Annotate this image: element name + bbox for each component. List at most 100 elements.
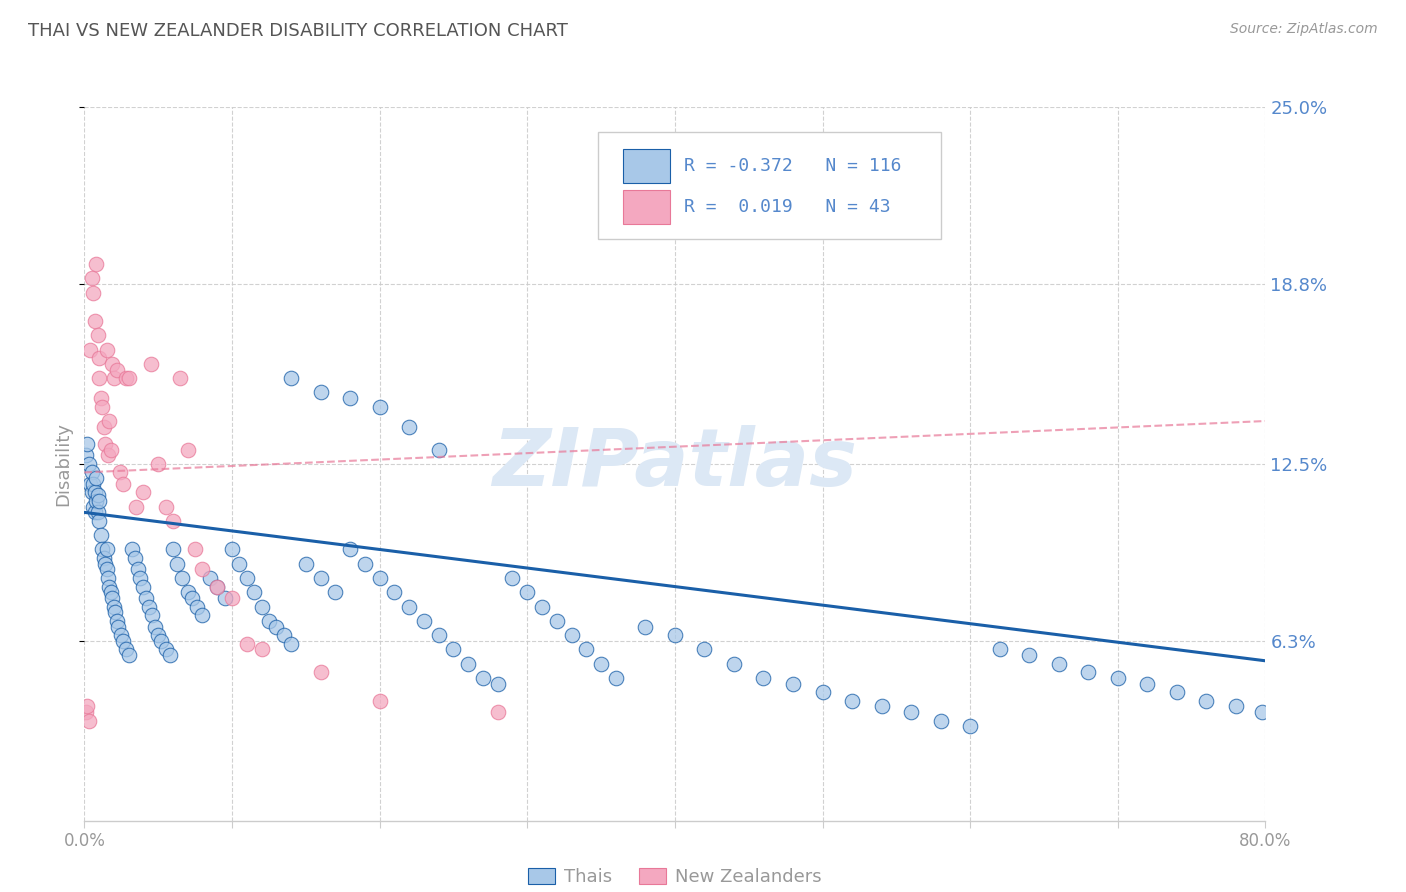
Point [243, 585, 266, 599]
Point [782, 676, 804, 690]
Point [546, 614, 568, 628]
Point [97, 571, 120, 585]
Point [205, 580, 228, 594]
Point [110, 628, 132, 642]
Point [368, 694, 391, 708]
Point [398, 599, 420, 614]
Point [148, 457, 170, 471]
Point [605, 671, 627, 685]
Point [339, 542, 361, 557]
Point [143, 619, 166, 633]
Point [368, 571, 391, 585]
Point [309, 385, 332, 400]
Point [83, 505, 105, 519]
Point [105, 362, 128, 376]
Point [929, 714, 952, 728]
Text: ZIPatlas: ZIPatlas [492, 425, 858, 503]
Point [93, 551, 115, 566]
Text: Source: ZipAtlas.com: Source: ZipAtlas.com [1230, 22, 1378, 37]
Point [457, 657, 479, 671]
Point [339, 391, 361, 405]
Point [959, 719, 981, 733]
Point [1077, 665, 1099, 680]
Point [89, 514, 111, 528]
Point [90, 528, 112, 542]
Point [486, 705, 509, 719]
Point [162, 514, 184, 528]
Point [86, 505, 108, 519]
Point [398, 419, 420, 434]
Point [273, 628, 295, 642]
Point [103, 371, 125, 385]
Point [75, 448, 97, 462]
Point [84, 257, 107, 271]
Point [191, 562, 214, 576]
Point [91, 400, 114, 414]
Point [516, 585, 538, 599]
Point [752, 671, 775, 685]
Point [723, 657, 745, 671]
Point [162, 542, 184, 557]
Point [132, 580, 155, 594]
Legend: Thais, New Zealanders: Thais, New Zealanders [520, 861, 830, 892]
Point [101, 591, 124, 605]
Point [1251, 705, 1274, 719]
Point [98, 414, 121, 428]
Point [118, 371, 141, 385]
Point [97, 448, 120, 462]
Text: R =  0.019   N = 43: R = 0.019 N = 43 [685, 198, 891, 216]
Point [104, 605, 127, 619]
Point [1136, 676, 1159, 690]
Point [186, 599, 208, 614]
Point [280, 637, 302, 651]
Point [84, 471, 107, 485]
Point [105, 614, 128, 628]
Point [114, 642, 136, 657]
Point [382, 585, 406, 599]
Point [80, 466, 103, 480]
Point [221, 542, 243, 557]
Point [86, 488, 108, 502]
Point [693, 642, 716, 657]
Point [250, 599, 273, 614]
Point [560, 628, 583, 642]
Point [82, 285, 104, 300]
Point [77, 457, 100, 471]
Point [76, 699, 98, 714]
Point [177, 442, 200, 457]
Point [295, 557, 318, 571]
Point [82, 476, 104, 491]
Point [93, 419, 115, 434]
Point [148, 628, 170, 642]
Point [870, 699, 893, 714]
Point [121, 542, 143, 557]
Point [94, 437, 117, 451]
Point [101, 357, 124, 371]
Point [166, 557, 188, 571]
Point [100, 585, 122, 599]
Point [368, 400, 391, 414]
Point [198, 571, 221, 585]
Point [530, 599, 553, 614]
Point [900, 705, 922, 719]
Point [80, 271, 103, 285]
Point [114, 371, 136, 385]
Point [124, 551, 146, 566]
Point [89, 371, 111, 385]
Point [575, 642, 598, 657]
Point [155, 642, 177, 657]
FancyBboxPatch shape [623, 149, 671, 184]
Point [139, 357, 162, 371]
Point [191, 608, 214, 623]
Point [86, 328, 108, 343]
Point [1018, 648, 1040, 662]
Point [75, 705, 97, 719]
Point [141, 608, 163, 623]
Point [127, 562, 149, 576]
Point [221, 591, 243, 605]
Point [135, 591, 157, 605]
Point [94, 557, 117, 571]
Point [427, 628, 450, 642]
Point [1047, 657, 1070, 671]
Point [427, 442, 450, 457]
